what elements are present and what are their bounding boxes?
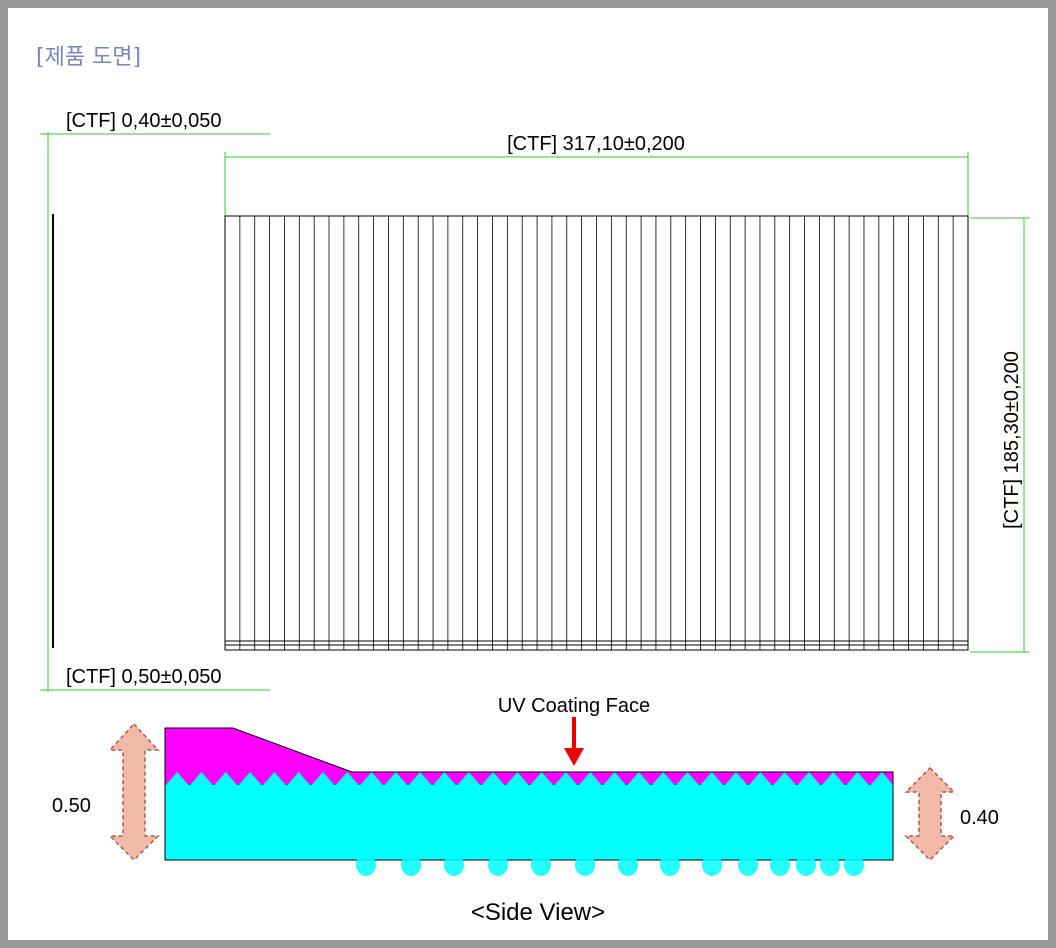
bottom-dot — [796, 854, 816, 876]
width-label: [CTF] 317,10±0,200 — [507, 133, 685, 155]
prism-tooth — [335, 772, 360, 786]
prism-tooth — [529, 772, 554, 786]
bottom-dot — [618, 854, 638, 876]
drawing-title: [제품 도면] — [36, 45, 141, 70]
bottom-dot — [531, 854, 551, 876]
prism-tooth — [772, 772, 797, 786]
bottom-dot — [660, 854, 680, 876]
prism-tooth — [821, 772, 846, 786]
prism-tooth — [675, 772, 700, 786]
top-thickness-label: [CTF] 0,40±0,050 — [66, 110, 222, 132]
panel-vertical-lines — [239, 216, 954, 650]
left-thickness-arrow-icon — [108, 722, 160, 862]
prism-tooth — [723, 772, 749, 786]
prism-tooth — [845, 772, 870, 786]
bottom-dot — [702, 854, 722, 876]
prism-tooth — [578, 772, 603, 786]
prism-tooth — [651, 772, 676, 786]
prism-tooth — [286, 772, 311, 786]
prism-tooth — [480, 772, 506, 786]
prism-tooth — [383, 772, 408, 786]
prism-tooth — [748, 772, 773, 786]
bottom-dot — [401, 854, 421, 876]
prism-tooth — [310, 772, 336, 786]
side-view: UV Coating Face 0.50 0.40 <Side View> — [52, 695, 999, 926]
side-view-outline — [164, 727, 894, 861]
prism-tooth — [456, 772, 481, 786]
prism-tooth — [165, 772, 190, 786]
prism-teeth — [165, 772, 894, 786]
uv-arrow-icon — [564, 748, 584, 766]
prism-tooth — [262, 772, 287, 786]
prism-tooth — [699, 772, 724, 786]
prism-tooth — [796, 772, 822, 786]
prism-tooth — [869, 772, 894, 786]
bottom-dot — [738, 854, 758, 876]
prism-tooth — [213, 772, 238, 786]
prism-tooth — [553, 772, 579, 786]
bottom-thickness-label: [CTF] 0,50±0,050 — [66, 666, 222, 688]
prism-tooth — [432, 772, 457, 786]
prism-tooth — [626, 772, 651, 786]
bottom-dot — [488, 854, 508, 876]
uv-coating-label: UV Coating Face — [498, 695, 650, 717]
bottom-dot — [844, 854, 864, 876]
prism-tooth — [408, 772, 433, 786]
prism-tooth — [189, 772, 214, 786]
height-label: [CTF] 185,30±0,200 — [1001, 351, 1023, 529]
bottom-dot — [820, 854, 840, 876]
front-view-panel — [224, 215, 969, 651]
prism-tooth — [237, 772, 263, 786]
uv-coating-layer — [165, 728, 893, 784]
prism-tooth — [602, 772, 627, 786]
bottom-dot — [356, 854, 376, 876]
bottom-dots — [356, 854, 864, 876]
right-thickness-label: 0.40 — [960, 807, 999, 829]
prism-tooth — [359, 772, 384, 786]
bottom-dot — [770, 854, 790, 876]
bottom-dot — [444, 854, 464, 876]
bottom-dot — [575, 854, 595, 876]
side-view-caption: <Side View> — [471, 899, 605, 926]
base-layer — [164, 783, 894, 861]
right-thickness-arrow-icon — [904, 766, 956, 862]
left-thickness-label: 0.50 — [52, 795, 91, 817]
prism-tooth — [505, 772, 530, 786]
